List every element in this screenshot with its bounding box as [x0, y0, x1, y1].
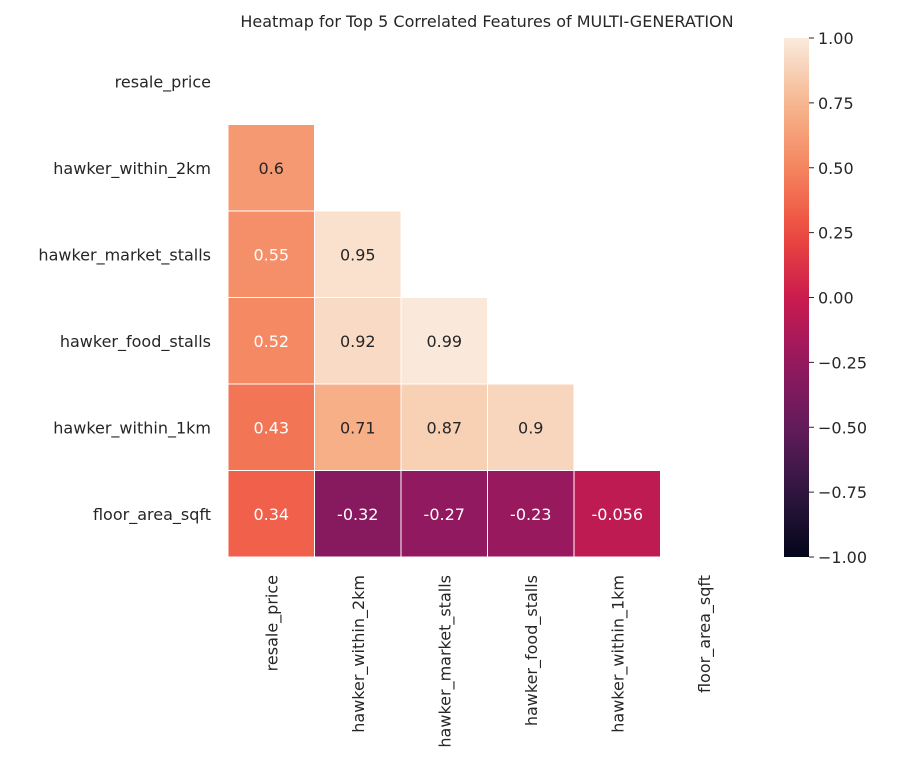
heatmap-cell [227, 297, 315, 385]
column-labels: resale_price hawker_within_2km hawker_mark… [262, 575, 715, 748]
heatmap-cell [227, 210, 315, 298]
colorbar-tick-label: 1.00 [818, 29, 854, 48]
cell-annotation: -0.23 [510, 505, 551, 524]
cell-annotation: 0.55 [253, 245, 289, 264]
heatmap-cell [487, 470, 575, 558]
row-label: resale_price [115, 72, 211, 92]
cell-annotation: 0.92 [340, 332, 376, 351]
row-label: hawker_food_stalls [60, 332, 211, 352]
heatmap-cell [400, 470, 488, 558]
cell-annotation: -0.27 [424, 505, 465, 524]
heatmap-cell [314, 210, 402, 298]
heatmap-cell [487, 383, 575, 471]
cell-annotation: 0.71 [340, 418, 376, 437]
chart-title: Heatmap for Top 5 Correlated Features of… [240, 12, 733, 31]
cell-annotation: 0.87 [426, 418, 462, 437]
row-label: floor_area_sqft [93, 505, 211, 525]
heatmap-cell [314, 297, 402, 385]
column-label: hawker_food_stalls [522, 575, 542, 726]
heatmap-cell [227, 124, 315, 212]
cell-annotation: 0.52 [253, 332, 289, 351]
colorbar-tick-label: 0.00 [818, 289, 854, 308]
colorbar-gradient [784, 38, 809, 557]
colorbar-tick-label: 0.75 [818, 94, 854, 113]
colorbar-tick-label: 0.50 [818, 159, 854, 178]
cell-annotation: -0.056 [591, 505, 643, 524]
cell-annotation: 0.43 [253, 418, 289, 437]
colorbar-tick-label: −1.00 [818, 548, 867, 567]
cell-annotation: 0.9 [518, 418, 543, 437]
row-label: hawker_within_2km [53, 159, 211, 179]
row-label: hawker_market_stalls [38, 245, 211, 265]
colorbar: 1.00 0.75 0.50 0.25 0.00 −0.25 −0.50 −0.75 −1.00 [784, 29, 867, 567]
colorbar-tick-label: 0.25 [818, 224, 854, 243]
column-label: hawker_within_2km [349, 575, 369, 733]
heatmap-cells: 0.6 0.55 0.95 0.52 0.92 0.99 0.43 0.71 0.87 0.9 0.… [227, 124, 661, 558]
heatmap-cell [400, 297, 488, 385]
colorbar-tick-label: −0.50 [818, 418, 867, 437]
colorbar-tick-label: −0.25 [818, 353, 867, 372]
heatmap-cell [314, 383, 402, 471]
heatmap-cell [314, 470, 402, 558]
row-labels: resale_price hawker_within_2km hawker_mark… [38, 72, 211, 525]
cell-annotation: 0.95 [340, 245, 376, 264]
column-label: hawker_market_stalls [435, 575, 455, 748]
cell-annotation: 0.99 [426, 332, 462, 351]
colorbar-tick-label: −0.75 [818, 483, 867, 502]
row-label: hawker_within_1km [53, 418, 211, 438]
cell-annotation: 0.34 [253, 505, 289, 524]
column-label: resale_price [262, 575, 282, 671]
cell-annotation: 0.6 [259, 159, 284, 178]
cell-annotation: -0.32 [337, 505, 378, 524]
column-label: hawker_within_1km [608, 575, 628, 733]
heatmap-cell [573, 470, 661, 558]
column-label: floor_area_sqft [695, 575, 715, 693]
